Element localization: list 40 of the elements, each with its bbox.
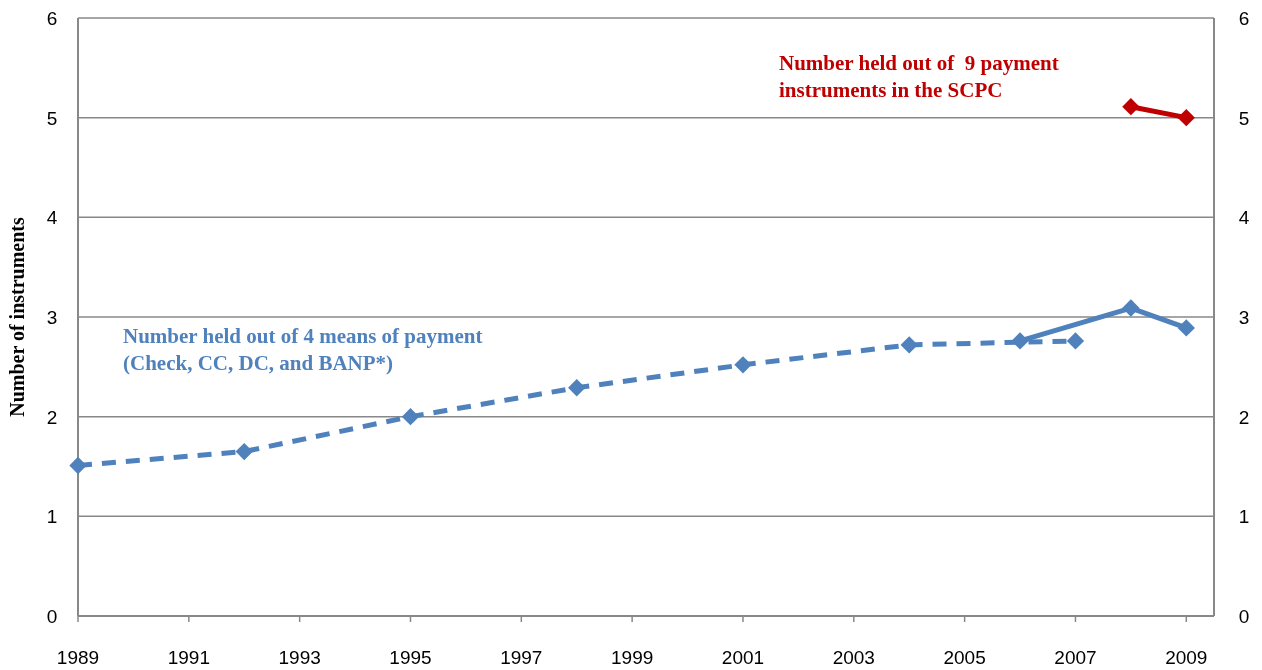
x-tick-label: 1997 bbox=[500, 647, 543, 668]
y-tick-label: 0 bbox=[46, 606, 58, 627]
y2-tick-label: 4 bbox=[1238, 207, 1250, 229]
y2-tick-label: 5 bbox=[1238, 107, 1250, 129]
x-tick-label: 1995 bbox=[389, 647, 432, 668]
y-tick-label: 1 bbox=[46, 506, 58, 528]
text: Number held out of 9 payment instruments in the SCPC bbox=[779, 51, 1059, 102]
y2-tick-label: 6 bbox=[1238, 8, 1250, 29]
point bbox=[1011, 332, 1029, 350]
y2-tick-label: 3 bbox=[1238, 307, 1250, 328]
x-tick-label: 1993 bbox=[278, 647, 321, 668]
x-tick-label: 2001 bbox=[721, 647, 765, 668]
y-tick-label: 6 bbox=[46, 8, 58, 29]
x-tick-label: 2005 bbox=[943, 647, 986, 668]
point bbox=[1122, 98, 1140, 116]
point bbox=[734, 356, 752, 374]
series-label: Number held out of 4 means of payment (Check, CC, DC, and BANP*) bbox=[123, 324, 483, 375]
y2-tick-label: 0 bbox=[1238, 606, 1250, 627]
point bbox=[401, 408, 420, 426]
point bbox=[235, 442, 253, 461]
y-tick-label: 2 bbox=[46, 406, 58, 428]
y-tick-label: 4 bbox=[46, 207, 58, 229]
x-tick-label: 1999 bbox=[611, 647, 654, 668]
point bbox=[1177, 319, 1195, 337]
x-tick-label: 1989 bbox=[56, 647, 100, 668]
x-tick-label: 2009 bbox=[1165, 647, 1208, 668]
x-tick-label: 2003 bbox=[832, 647, 875, 668]
point bbox=[568, 379, 586, 397]
y-tick-label: 3 bbox=[46, 307, 58, 328]
point bbox=[1122, 299, 1140, 317]
y2-tick-label: 1 bbox=[1238, 506, 1250, 528]
y-tick-label: 5 bbox=[46, 107, 58, 129]
point bbox=[69, 456, 87, 475]
point bbox=[1066, 332, 1085, 350]
point bbox=[900, 336, 918, 354]
x-tick-label: 2007 bbox=[1054, 647, 1097, 668]
y2-tick-label: 2 bbox=[1238, 406, 1250, 428]
x-tick-label: 1991 bbox=[167, 647, 210, 668]
y-axis-title: Number of instruments bbox=[6, 216, 28, 417]
point bbox=[1177, 109, 1195, 127]
